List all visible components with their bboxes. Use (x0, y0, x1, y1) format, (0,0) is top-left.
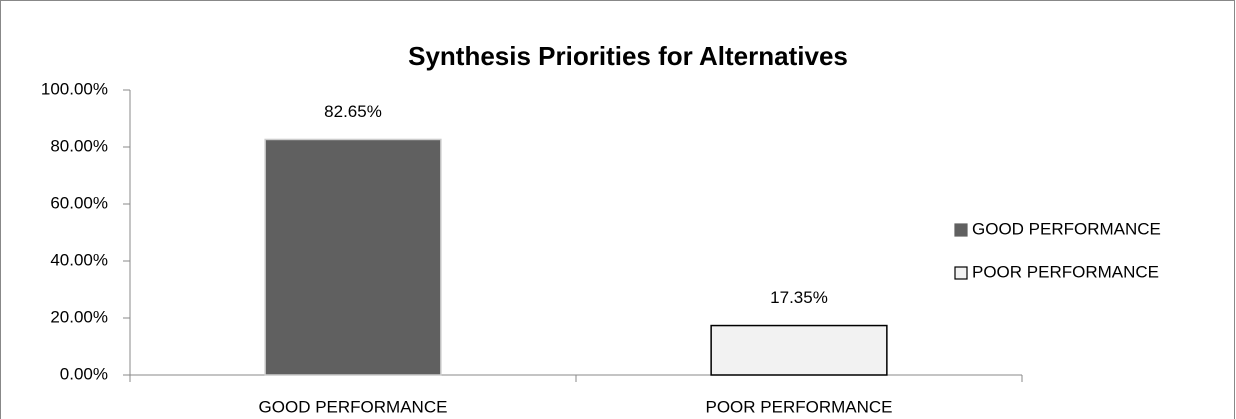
chart-title: Synthesis Priorities for Alternatives (408, 41, 848, 71)
value-label: 82.65% (324, 102, 382, 121)
y-tick-label: 20.00% (50, 307, 108, 326)
y-tick-label: 100.00% (41, 79, 108, 98)
y-tick-label: 60.00% (50, 193, 108, 212)
legend-label: GOOD PERFORMANCE (972, 219, 1161, 238)
legend-swatch (954, 266, 968, 280)
value-label: 17.35% (770, 288, 828, 307)
bar (710, 324, 888, 376)
x-tick-label: GOOD PERFORMANCE (259, 397, 448, 416)
y-tick-label: 0.00% (60, 364, 108, 383)
bar (264, 138, 442, 376)
y-tick-label: 40.00% (50, 250, 108, 269)
y-tick-label: 80.00% (50, 136, 108, 155)
legend-swatch (954, 223, 968, 237)
legend-label: POOR PERFORMANCE (972, 262, 1159, 281)
x-tick-label: POOR PERFORMANCE (705, 397, 892, 416)
